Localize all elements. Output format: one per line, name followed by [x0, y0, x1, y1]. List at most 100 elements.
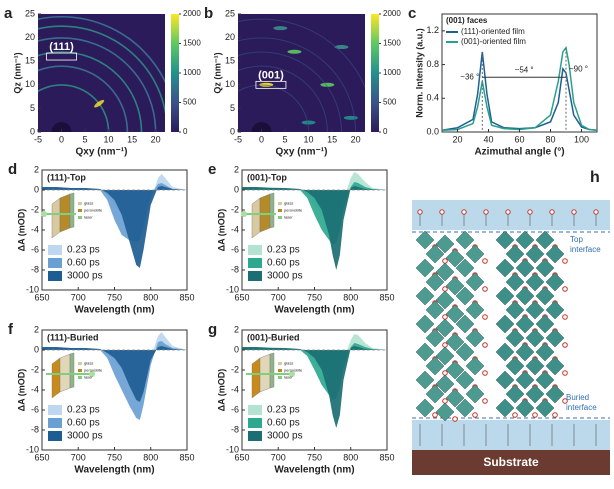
legend-swatch	[248, 245, 262, 255]
legend-swatch	[48, 418, 62, 428]
legend-label: 0.23 ps	[267, 405, 300, 416]
panel: ~36 ° ~54 ° ~90 ° (001) faces (111)-oriented…	[408, 5, 598, 158]
inset-label: laser	[84, 215, 93, 220]
x-axis-label: Azimuthal angle (°)	[474, 147, 564, 158]
inset-key	[78, 376, 82, 379]
legend-label: 0.60 ps	[267, 418, 300, 429]
interface-label: Buried	[566, 393, 589, 402]
x-tick-label: 850	[379, 292, 394, 302]
y-tick-label: 20	[225, 32, 235, 42]
bright-spot	[320, 82, 335, 87]
cation	[482, 370, 488, 376]
cation	[442, 314, 448, 320]
legend-swatch	[248, 431, 262, 441]
x-tick-label: 10	[104, 134, 114, 144]
cation	[562, 286, 568, 292]
inset-key	[78, 369, 82, 372]
octahedron	[515, 258, 535, 278]
y-tick-label: 2	[234, 164, 239, 174]
heatmap-background	[238, 14, 365, 132]
y-tick-label: 5	[230, 103, 235, 113]
panel-title: (001)-Buried	[247, 332, 300, 342]
octahedron	[455, 370, 475, 390]
inset-label: perovskite	[84, 208, 103, 213]
inset-key	[78, 209, 82, 212]
x-tick-label: 650	[34, 292, 49, 302]
panel: (111)-Buried glass perovskite laser 0.23 ps 0…	[8, 321, 195, 476]
x-tick-label: 750	[307, 452, 322, 462]
octahedron	[455, 342, 475, 362]
annotation: ~90 °	[569, 64, 588, 73]
x-tick-label: -5	[34, 134, 42, 144]
y-tick-label: -6	[31, 244, 39, 254]
octahedron	[495, 230, 515, 250]
inset-layer	[69, 352, 75, 389]
inset-key	[278, 362, 282, 365]
octahedron	[545, 384, 565, 404]
legend-label: 0.60 ps	[67, 418, 100, 429]
octahedron	[415, 398, 435, 418]
panel-label: h	[590, 169, 600, 186]
x-tick-label: 15	[327, 134, 337, 144]
legend-label: 0.23 ps	[67, 245, 100, 256]
octahedron	[535, 398, 555, 418]
octahedron	[435, 234, 455, 254]
x-tick-label: 0	[259, 134, 264, 144]
octahedron	[535, 258, 555, 278]
x-tick-label: 650	[234, 292, 249, 302]
x-tick-label: 20	[151, 134, 161, 144]
octahedron	[515, 342, 535, 362]
x-tick-label: 800	[143, 452, 158, 462]
legend-label: 0.23 ps	[67, 405, 100, 416]
octahedron	[465, 272, 485, 292]
ligand	[549, 209, 555, 215]
laser-spot	[41, 211, 47, 217]
bright-spot	[287, 49, 302, 54]
legend-label: (111)-oriented film	[461, 27, 525, 36]
y-tick-label: 0	[234, 184, 239, 194]
x-tick-label: 850	[179, 452, 194, 462]
octahedron	[525, 300, 545, 320]
scattering-pattern	[238, 18, 365, 132]
octahedron	[445, 332, 465, 352]
inset-key	[278, 369, 282, 372]
octahedron	[445, 360, 465, 380]
cation	[432, 412, 438, 418]
cation	[512, 412, 518, 418]
legend-swatch	[48, 405, 62, 415]
cation	[552, 412, 558, 418]
ring	[38, 25, 165, 115]
legend-label: 0.23 ps	[267, 245, 300, 256]
top-layer	[412, 200, 610, 230]
inset: glass perovskite laser	[46, 352, 103, 399]
inset-label: perovskite	[284, 368, 303, 373]
inset-label: glass	[84, 361, 93, 366]
substrate-label: Substrate	[483, 455, 539, 469]
octahedron	[505, 356, 525, 376]
inset-label: perovskite	[84, 368, 103, 373]
legend-swatch	[248, 405, 262, 415]
y-tick-label: 0	[234, 344, 239, 354]
cation	[482, 314, 488, 320]
ligand	[505, 209, 511, 215]
octahedron	[505, 300, 525, 320]
y-tick-label: 0	[34, 184, 39, 194]
octahedron	[415, 314, 435, 334]
interface-label: interface	[566, 403, 597, 412]
x-tick-label: 5	[83, 134, 88, 144]
y-tick-label: -8	[31, 424, 39, 434]
y-tick-label: 5	[30, 103, 35, 113]
octahedron	[435, 374, 455, 394]
x-tick-label: 700	[271, 452, 286, 462]
y-tick-label: 1.2	[426, 25, 439, 35]
octahedron	[515, 370, 535, 390]
y-tick-label: 15	[225, 56, 235, 66]
octahedron	[545, 328, 565, 348]
areas	[242, 334, 387, 428]
cation	[482, 398, 488, 404]
bright-spot	[94, 99, 105, 108]
cation	[532, 412, 538, 418]
inset: glass perovskite laser	[241, 192, 303, 239]
ring	[238, 51, 342, 132]
